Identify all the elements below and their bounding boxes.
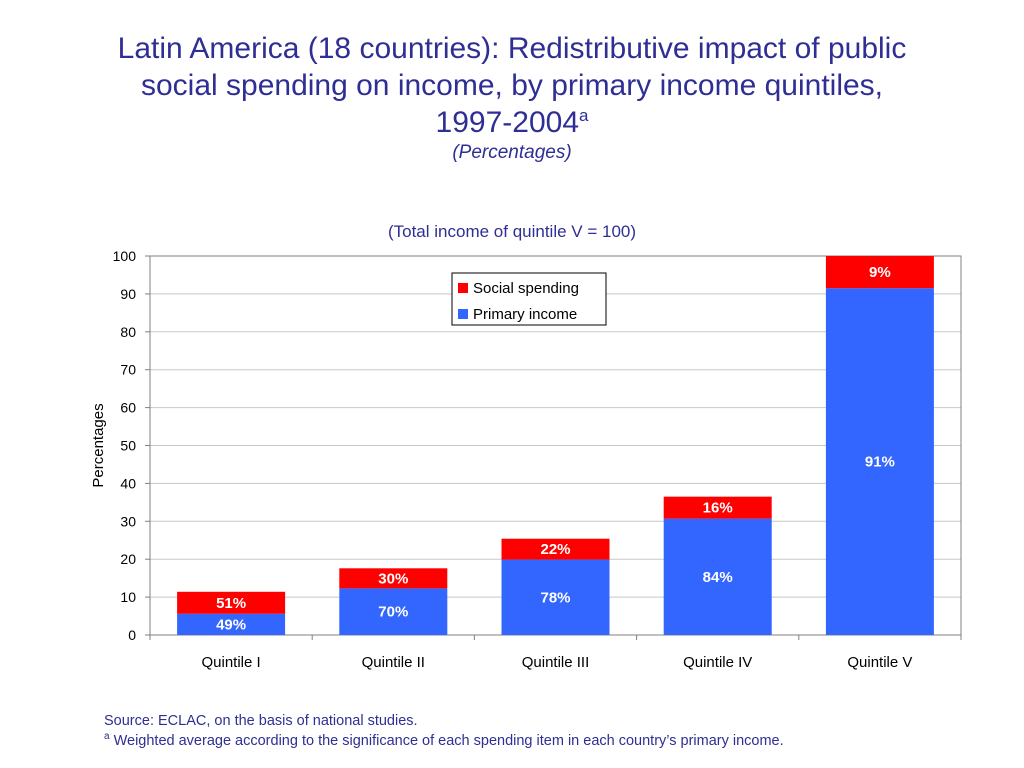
y-tick-label: 30: [120, 513, 136, 529]
title-footnote-marker: a: [579, 106, 589, 125]
y-tick-label: 40: [120, 475, 136, 491]
bar-social-spending: [501, 538, 610, 560]
y-axis-title: Percentages: [90, 403, 107, 487]
x-tick-label: Quintile I: [201, 654, 260, 671]
x-tick-label: Quintile V: [847, 654, 912, 671]
title-years: 1997-2004: [435, 106, 579, 139]
x-tick-label: Quintile IV: [683, 654, 752, 671]
data-label-social-spending: 22%: [540, 541, 570, 558]
y-tick-label: 20: [120, 551, 136, 567]
y-tick-label: 50: [120, 438, 136, 454]
data-label-primary-income: 49%: [216, 616, 246, 633]
title-line-1: Latin America (18 countries): Redistribu…: [117, 32, 907, 65]
title-subtitle: (Percentages): [452, 142, 572, 163]
x-tick-label: Quintile II: [362, 654, 425, 671]
bar-primary-income: [501, 559, 610, 635]
bar-primary-income: [177, 613, 286, 635]
y-tick-label: 100: [113, 248, 137, 264]
data-label-primary-income: 78%: [540, 589, 570, 606]
footnote: a Weighted average according to the sign…: [104, 731, 784, 751]
y-tick-label: 10: [120, 589, 136, 605]
source-text: Source: ECLAC, on the basis of national …: [104, 713, 418, 729]
chart-caption: (Total income of quintile V = 100): [387, 222, 637, 241]
y-tick-label: 90: [120, 286, 136, 302]
legend-swatch: [458, 283, 468, 293]
slide-title: Latin America (18 countries): Redistribu…: [0, 30, 1024, 165]
bar-social-spending: [663, 496, 772, 519]
bar-primary-income: [663, 518, 772, 635]
y-tick-label: 0: [128, 627, 136, 643]
x-tick-label: Quintile III: [522, 654, 590, 671]
legend-label: Social spending: [473, 280, 579, 297]
bar-primary-income: [339, 588, 448, 635]
title-line-2: social spending on income, by primary in…: [140, 69, 884, 102]
bar-social-spending: [339, 568, 448, 589]
bar-social-spending: [177, 591, 286, 614]
footnote-marker: a: [104, 731, 110, 743]
y-tick-label: 80: [120, 324, 136, 340]
data-label-social-spending: 9%: [869, 264, 891, 281]
data-label-social-spending: 30%: [378, 570, 408, 587]
source-note: Source: ECLAC, on the basis of national …: [104, 711, 784, 751]
data-label-social-spending: 16%: [703, 500, 733, 517]
title-line-3: 1997-2004a: [0, 104, 1024, 141]
bar-social-spending: [825, 256, 934, 289]
data-label-primary-income: 91%: [865, 454, 895, 471]
data-label-primary-income: 84%: [703, 569, 733, 586]
y-tick-label: 70: [120, 362, 136, 378]
bar-primary-income: [825, 288, 934, 635]
data-label-social-spending: 51%: [216, 595, 246, 612]
legend-box: [451, 272, 607, 326]
data-label-primary-income: 70%: [378, 604, 408, 621]
footnote-text: Weighted average according to the signif…: [113, 733, 784, 749]
legend-label: Primary income: [473, 306, 577, 323]
legend-swatch: [458, 309, 468, 319]
y-tick-label: 60: [120, 400, 136, 416]
